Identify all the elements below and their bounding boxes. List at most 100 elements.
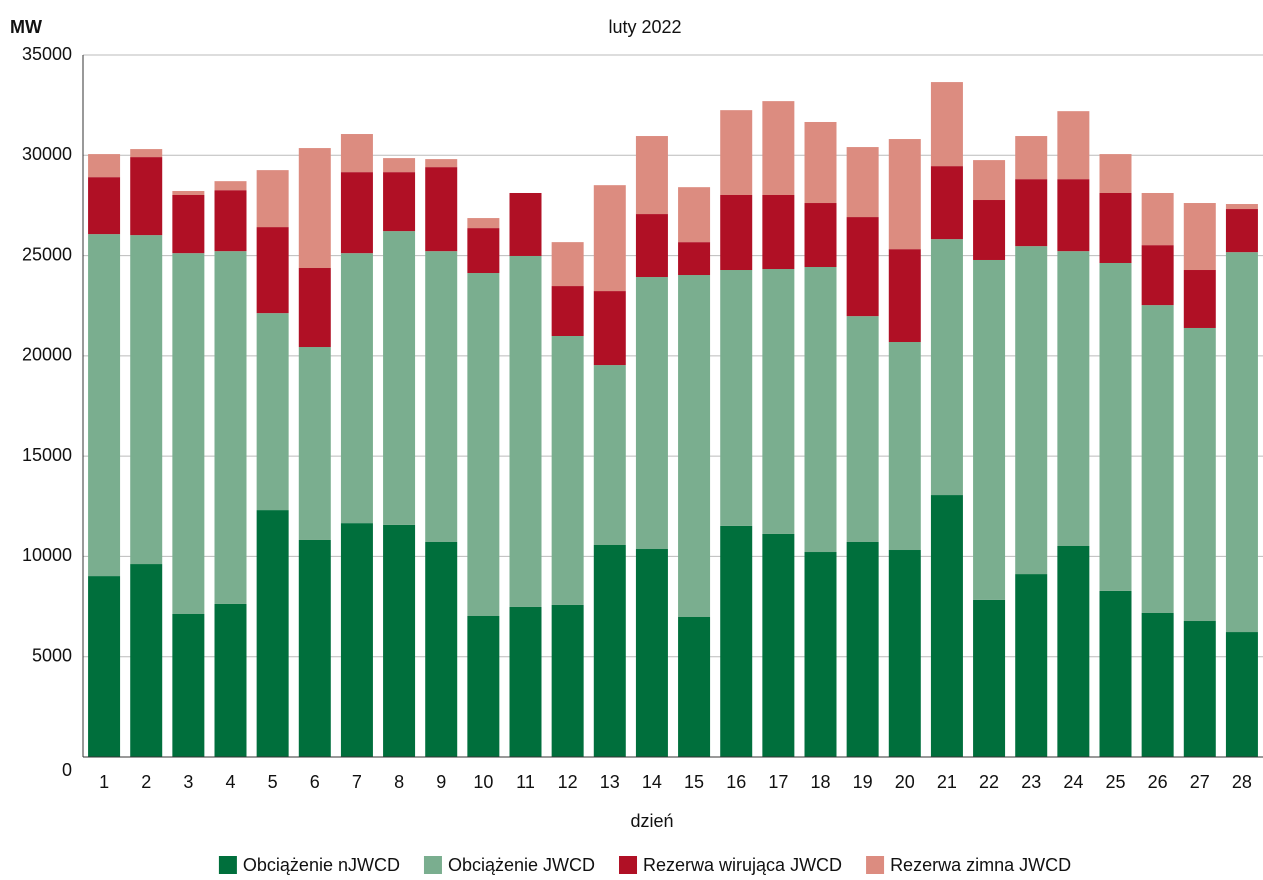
bar-segment xyxy=(172,613,205,757)
x-tick-label: 11 xyxy=(516,772,535,792)
bar-segment xyxy=(551,604,584,757)
bar-segment xyxy=(509,606,542,757)
bar-segment xyxy=(804,267,837,553)
y-tick-label: 15000 xyxy=(22,445,72,465)
bar-segment xyxy=(1015,574,1048,757)
bar-segment xyxy=(1183,203,1216,271)
x-tick-label: 28 xyxy=(1232,772,1252,792)
legend-label: Obciążenie JWCD xyxy=(448,855,595,875)
bar-segment xyxy=(1057,251,1090,546)
x-tick-label: 24 xyxy=(1063,772,1083,792)
x-tick-label: 9 xyxy=(436,772,446,792)
bar-segment xyxy=(298,539,331,757)
bar-segment xyxy=(1141,245,1174,306)
bar-segment xyxy=(930,166,963,240)
bar-segment xyxy=(298,268,331,348)
bar-segment xyxy=(340,134,373,173)
bar-segment xyxy=(930,82,963,167)
bar-segment xyxy=(340,172,373,254)
bar-segment xyxy=(1057,111,1090,180)
x-tick-label: 1 xyxy=(99,772,109,792)
x-tick-label: 12 xyxy=(558,772,578,792)
bar-segment xyxy=(551,286,584,337)
x-tick-label: 17 xyxy=(768,772,788,792)
bar-segment xyxy=(1099,154,1132,193)
chart-title: luty 2022 xyxy=(608,17,681,37)
bar-segment xyxy=(804,121,837,204)
bar-segment xyxy=(888,139,921,250)
x-tick-label: 25 xyxy=(1105,772,1125,792)
x-tick-label: 23 xyxy=(1021,772,1041,792)
bar-segment xyxy=(551,336,584,605)
x-tick-label: 2 xyxy=(141,772,151,792)
x-tick-label: 27 xyxy=(1190,772,1210,792)
x-tick-label: 18 xyxy=(810,772,830,792)
bar-segment xyxy=(635,549,668,757)
bar-segment xyxy=(1015,136,1048,180)
bar-segment xyxy=(593,365,626,545)
bar-segment xyxy=(846,147,879,218)
bar-segment xyxy=(1057,179,1090,252)
bar-segment xyxy=(214,251,247,604)
bar-segment xyxy=(720,194,753,271)
bar-segment xyxy=(973,160,1006,201)
bar-segment xyxy=(383,524,416,757)
bar-segment xyxy=(509,255,542,607)
x-tick-label: 16 xyxy=(726,772,746,792)
bar-segment xyxy=(214,190,247,252)
bar-segment xyxy=(1225,209,1258,253)
bar-segment xyxy=(720,270,753,526)
bar-segment xyxy=(846,316,879,542)
bar-segment xyxy=(88,154,121,178)
x-tick-label: 4 xyxy=(225,772,235,792)
bar-segment xyxy=(1057,545,1090,757)
y-tick-label: 20000 xyxy=(22,345,72,365)
bar-segment xyxy=(256,510,289,757)
bar-segment xyxy=(467,273,500,616)
bar-segment xyxy=(593,185,626,292)
bar-segment xyxy=(509,192,542,256)
bar-segment xyxy=(762,269,795,534)
bar-segment xyxy=(1183,621,1216,757)
bar-segment xyxy=(762,533,795,757)
bar-segment xyxy=(130,564,163,757)
bar-segment xyxy=(88,234,121,577)
y-tick-label: 35000 xyxy=(22,44,72,64)
bar-segment xyxy=(467,218,500,229)
x-tick-label: 20 xyxy=(895,772,915,792)
bar-segment xyxy=(88,177,121,235)
bar-segment xyxy=(888,550,921,757)
bar-segment xyxy=(593,544,626,757)
bar-segment xyxy=(973,200,1006,260)
x-tick-label: 26 xyxy=(1148,772,1168,792)
legend-swatch xyxy=(866,856,885,874)
bar-segment xyxy=(425,251,458,542)
bar-segment xyxy=(846,541,879,757)
bar-segment xyxy=(762,101,795,195)
x-tick-label: 10 xyxy=(473,772,493,792)
bar-segment xyxy=(1099,262,1132,591)
bar-segment xyxy=(804,203,837,268)
bar-segment xyxy=(1099,590,1132,757)
bar-segment xyxy=(593,291,626,366)
bar-segment xyxy=(1225,632,1258,757)
bar-segment xyxy=(130,235,163,565)
bar-segment xyxy=(1225,204,1258,210)
bar-segment xyxy=(130,157,163,236)
bar-segment xyxy=(256,170,289,228)
bar-segment xyxy=(1015,246,1048,575)
x-tick-label: 7 xyxy=(352,772,362,792)
bar-segment xyxy=(88,576,121,757)
bar-segment xyxy=(425,159,458,168)
bar-segment xyxy=(172,253,205,614)
bar-segment xyxy=(930,495,963,757)
bar-segment xyxy=(383,158,416,173)
x-tick-label: 21 xyxy=(937,772,957,792)
y-tick-label: 25000 xyxy=(22,244,72,264)
bar-segment xyxy=(383,172,416,232)
bar-segment xyxy=(678,275,711,618)
bar-segment xyxy=(1183,270,1216,328)
bar-segment xyxy=(425,541,458,757)
x-tick-label: 3 xyxy=(183,772,193,792)
